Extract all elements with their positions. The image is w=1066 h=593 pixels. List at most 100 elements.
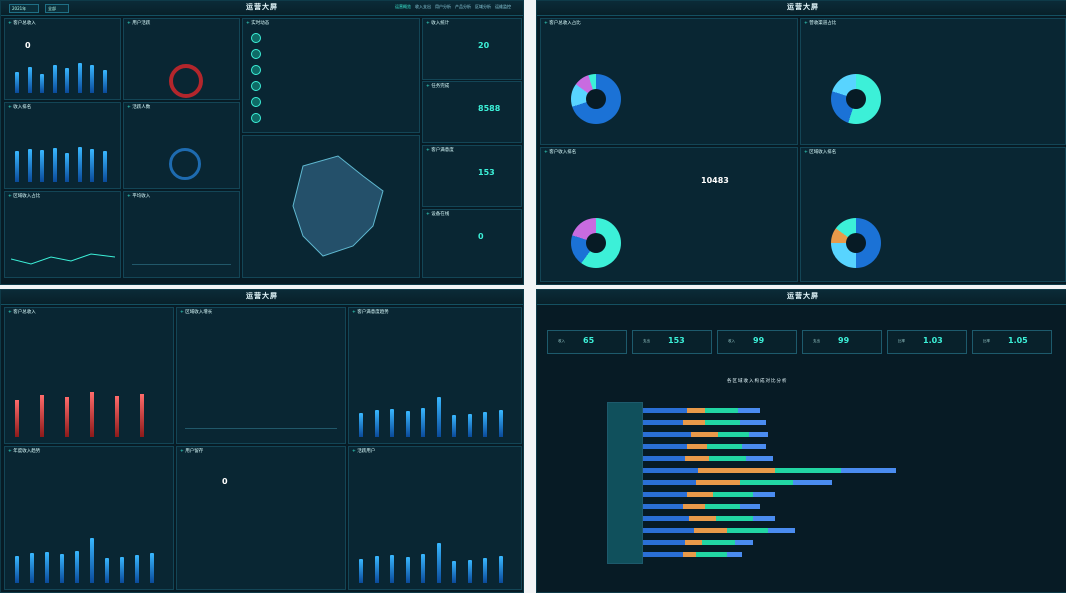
bar: [390, 555, 394, 583]
kpi-value: 99: [838, 336, 850, 345]
bar: [105, 558, 109, 583]
kpi-value: 8588: [478, 104, 501, 113]
bar-segment: [841, 468, 896, 473]
kpi-label: 比率: [983, 339, 990, 343]
gauge-chart: [169, 64, 203, 98]
bar: [120, 557, 124, 583]
bar: [421, 554, 425, 583]
panel-title: 客户总收入占比: [544, 20, 581, 26]
bar-segment: [689, 516, 716, 521]
bar: [498, 556, 503, 583]
stacked-bar-row: [643, 420, 767, 425]
bar-segment: [768, 528, 795, 533]
stacked-bar-row: [643, 408, 760, 413]
panel-right-4: 设备在线 0: [422, 209, 522, 278]
bar: [467, 559, 472, 583]
kpi-card: 支出 153: [632, 330, 712, 354]
chart-sidebar: [607, 402, 643, 564]
bar-chart: [13, 63, 113, 93]
panel-s3-5: 用户留存 0: [176, 446, 346, 590]
bar-segment: [704, 504, 740, 509]
bar-segment: [746, 456, 773, 461]
donut-hole: [846, 233, 866, 253]
bar: [421, 408, 425, 437]
stacked-bar-row: [643, 444, 767, 449]
bar: [15, 71, 19, 93]
axis-line: [185, 428, 337, 429]
bar: [405, 557, 410, 583]
chart-title: 各区域收入构成对比分析: [727, 379, 788, 384]
stacked-bar-row: [643, 468, 896, 473]
bar: [30, 553, 34, 583]
panel-left-3: 区域收入占比: [4, 191, 121, 278]
nav-item[interactable]: 收入支出: [415, 4, 431, 9]
bar-segment: [717, 432, 749, 437]
kpi-value: 0: [222, 477, 228, 486]
bar: [65, 397, 69, 437]
kpi-value: 10483: [701, 176, 729, 185]
bar-segment: [643, 480, 696, 485]
nav-item[interactable]: 区域分析: [475, 4, 491, 9]
year-select[interactable]: 2021年: [9, 4, 39, 13]
panel-right-1: 收入统计 20: [422, 18, 522, 80]
panel-s3-2: 区域收入增长: [176, 307, 346, 444]
bar: [45, 552, 49, 583]
panel-title: 收入排名: [8, 104, 31, 110]
bar-segment: [739, 420, 767, 425]
bar-segment: [752, 516, 775, 521]
status-icon: [251, 33, 261, 43]
bar-segment: [726, 552, 742, 557]
bar-segment: [643, 492, 687, 497]
bar: [15, 399, 19, 437]
bar: [135, 555, 139, 583]
panel-title: 区域收入占比: [8, 193, 40, 199]
bar-chart: [357, 397, 512, 437]
page-title: 运营大屏: [246, 292, 278, 300]
kpi-value: 0: [25, 41, 31, 50]
bar: [452, 414, 456, 437]
topbar: 运营大屏: [537, 290, 1066, 305]
stacked-bar-row: [643, 540, 753, 545]
bar: [75, 550, 79, 583]
bar-segment: [687, 444, 707, 449]
nav-item[interactable]: 运营概览: [395, 4, 411, 9]
bar-chart: [13, 147, 113, 182]
panel-mid-2: 活跃人数: [123, 102, 240, 189]
bar-chart: [13, 538, 163, 583]
type-select[interactable]: 全部: [45, 4, 69, 13]
kpi-value: 153: [668, 336, 685, 345]
bar-segment: [682, 504, 705, 509]
bar: [40, 394, 44, 437]
bar: [150, 553, 154, 583]
stacked-bar-row: [643, 480, 833, 485]
nav-item[interactable]: 运维监控: [495, 4, 511, 9]
panel-title: 营收渠道占比: [804, 20, 836, 26]
panel-title: 区域收入增长: [180, 309, 212, 315]
bar-chart: [357, 543, 512, 583]
bar: [390, 409, 394, 437]
bar-segment: [695, 480, 740, 485]
kpi-value: 99: [753, 336, 765, 345]
kpi-card: 比率 1.05: [972, 330, 1052, 354]
kpi-label: 收入: [558, 339, 565, 343]
nav-item[interactable]: 用户分析: [435, 4, 451, 9]
bar-segment: [739, 504, 760, 509]
panel-s3-6: 活跃用户: [348, 446, 522, 590]
bar: [436, 543, 441, 583]
panel-title: 客户满意度趋势: [352, 309, 389, 315]
panel-s3-4: 年度收入趋势: [4, 446, 174, 590]
bar: [498, 410, 503, 437]
bar: [90, 148, 94, 182]
bar-chart: [13, 392, 163, 437]
bar-segment: [792, 480, 833, 485]
dashboard-screen-3: 运营大屏 客户总收入 区域收入增长 客户满意度趋势 年度收入趋势 用户留存 0 …: [0, 289, 524, 593]
bar: [90, 392, 94, 437]
bar-segment: [702, 540, 736, 545]
nav-item[interactable]: 产品分析: [455, 4, 471, 9]
panel-left-2: 收入排名: [4, 102, 121, 189]
panel-title: 活跃人数: [127, 104, 150, 110]
bar-segment: [713, 492, 753, 497]
trend-line: [11, 253, 115, 265]
bar: [90, 65, 94, 93]
bar-segment: [643, 408, 687, 413]
